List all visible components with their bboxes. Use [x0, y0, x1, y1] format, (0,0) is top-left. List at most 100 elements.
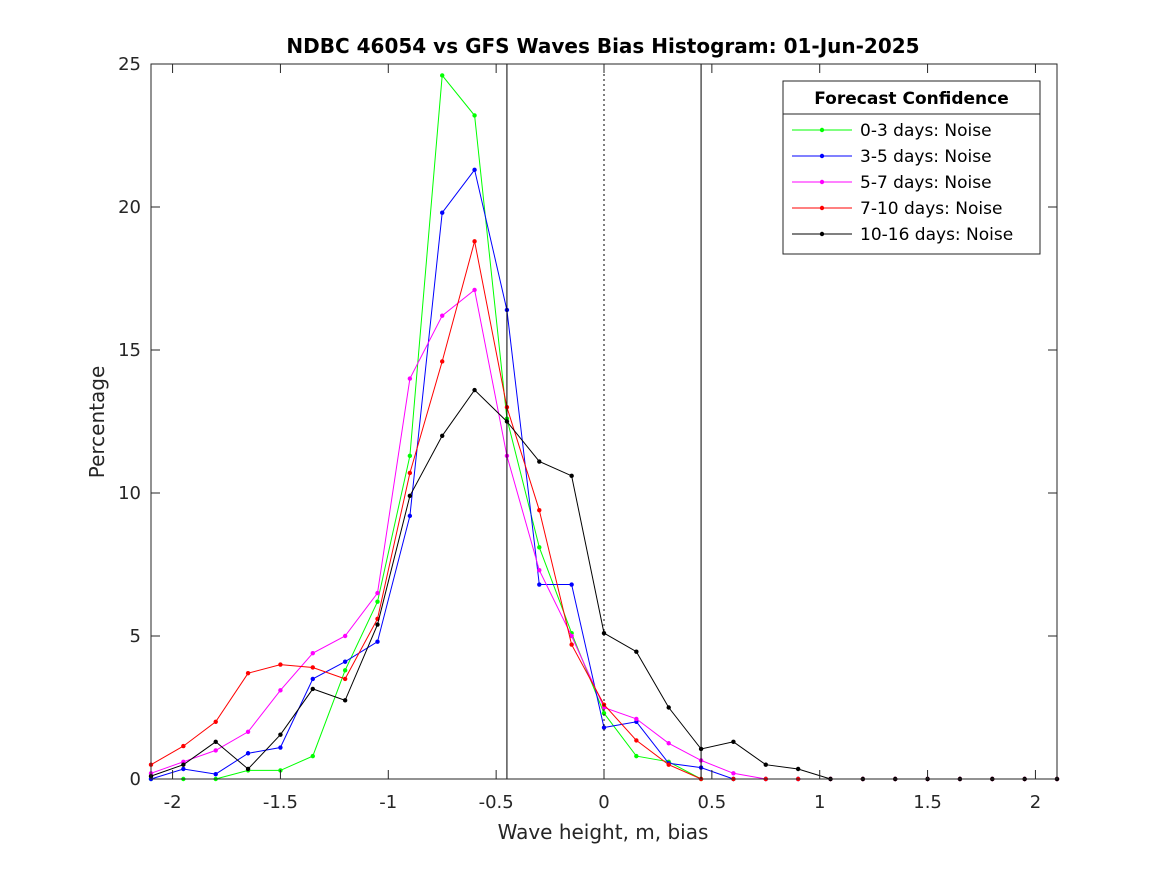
y-tick-label: 0	[130, 769, 141, 790]
series-4-point	[342, 676, 348, 682]
series-3-point	[342, 633, 348, 639]
series-2-point	[181, 766, 186, 772]
legend-marker	[819, 231, 825, 237]
series-2-point	[310, 676, 315, 682]
series-5-point	[634, 649, 639, 654]
y-tick-label: 5	[130, 626, 141, 647]
series-5-point	[181, 762, 186, 767]
series-5-point	[731, 739, 736, 745]
series-3-point	[213, 748, 218, 753]
series-4-point	[666, 762, 671, 767]
series-2-point	[601, 725, 607, 730]
series-5-point	[342, 698, 348, 703]
legend-box	[782, 80, 1041, 255]
y-tick-label: 10	[118, 483, 141, 504]
series-3-point	[537, 568, 542, 573]
series-3-point	[731, 771, 736, 776]
series-3-point	[569, 633, 574, 639]
x-tick-label: 1	[814, 792, 825, 813]
series-3-point	[245, 729, 251, 735]
series-5-point	[407, 493, 413, 499]
y-tick-label: 25	[118, 54, 141, 75]
series-5-point	[601, 630, 607, 636]
series-5-point	[763, 762, 768, 767]
series-5-point	[666, 705, 671, 710]
y-tick-label: 15	[118, 340, 141, 361]
legend-entry-label: 7-10 days: Noise	[860, 199, 1002, 219]
series-3-point	[634, 716, 639, 722]
series-5-point	[569, 473, 574, 479]
series-4-point	[213, 719, 218, 724]
x-tick-label: -1	[379, 792, 397, 813]
series-4-point	[245, 670, 251, 676]
series-4-point	[569, 642, 574, 647]
series-5-point	[375, 622, 380, 627]
series-1-point	[472, 113, 477, 118]
y-tick-label: 20	[118, 197, 141, 218]
series-4-point	[472, 239, 477, 244]
series-1-point	[342, 668, 348, 673]
series-4-point	[537, 507, 542, 513]
x-tick-label: -1.5	[263, 792, 298, 813]
series-5-point	[278, 732, 283, 737]
series-1-point	[375, 599, 380, 604]
series-1-point	[537, 545, 542, 550]
legend-marker	[819, 205, 825, 211]
series-2-point	[375, 639, 380, 644]
series-4-point	[278, 662, 283, 667]
legend-marker	[819, 153, 825, 159]
series-5-point	[537, 459, 542, 464]
x-tick-label: 0.5	[698, 792, 727, 813]
legend-entry-label: 0-3 days: Noise	[860, 121, 992, 141]
series-3-point	[375, 590, 380, 596]
legend-marker	[819, 127, 825, 133]
series-5-point	[795, 766, 801, 772]
series-2-point	[407, 513, 413, 519]
series-1-point	[440, 73, 445, 78]
series-3-point	[407, 376, 413, 381]
legend-entry-label: 5-7 days: Noise	[860, 173, 992, 193]
legend-entry-label: 3-5 days: Noise	[860, 147, 992, 167]
series-1-point	[407, 453, 413, 459]
series-3-point	[440, 313, 445, 318]
x-tick-label: -2	[164, 792, 182, 813]
series-2-point	[342, 659, 348, 664]
legend-entry-label: 10-16 days: Noise	[860, 225, 1013, 245]
x-tick-label: -0.5	[479, 792, 514, 813]
series-3-point	[278, 688, 283, 693]
series-5-point	[472, 387, 477, 393]
series-2-point	[537, 582, 542, 587]
x-tick-label: 1.5	[913, 792, 942, 813]
series-3-point	[310, 650, 315, 656]
series-5-point	[213, 739, 218, 745]
series-2-point	[213, 771, 218, 777]
series-2-point	[472, 167, 477, 173]
series-4-point	[407, 470, 413, 476]
series-5-point	[245, 766, 251, 772]
series-4-point	[181, 743, 186, 749]
series-3-point	[472, 287, 477, 293]
series-3-point	[666, 741, 671, 746]
series-2-point	[245, 751, 251, 756]
legend-title: Forecast Confidence	[814, 89, 1009, 109]
series-1-point	[634, 753, 639, 759]
series-5-point	[440, 433, 445, 438]
series-1-point	[310, 753, 315, 759]
x-axis-label: Wave height, m, bias	[498, 820, 709, 844]
series-5-point	[310, 686, 315, 692]
legend: Forecast Confidence 0-3 days: Noise 3-5 da…	[782, 80, 1041, 255]
series-2-point	[569, 582, 574, 587]
series-2-point	[278, 745, 283, 750]
series-4-point	[310, 665, 315, 670]
x-tick-label: 0	[598, 792, 609, 813]
reference-lines	[506, 64, 702, 779]
series-4-point	[634, 738, 639, 743]
y-axis-label: Percentage	[85, 366, 109, 479]
chart-title: NDBC 46054 vs GFS Waves Bias Histogram: …	[286, 34, 919, 58]
x-tick-label: 2	[1030, 792, 1041, 813]
series-1-point	[601, 711, 607, 716]
legend-marker	[819, 179, 825, 185]
series-4-point	[440, 359, 445, 364]
